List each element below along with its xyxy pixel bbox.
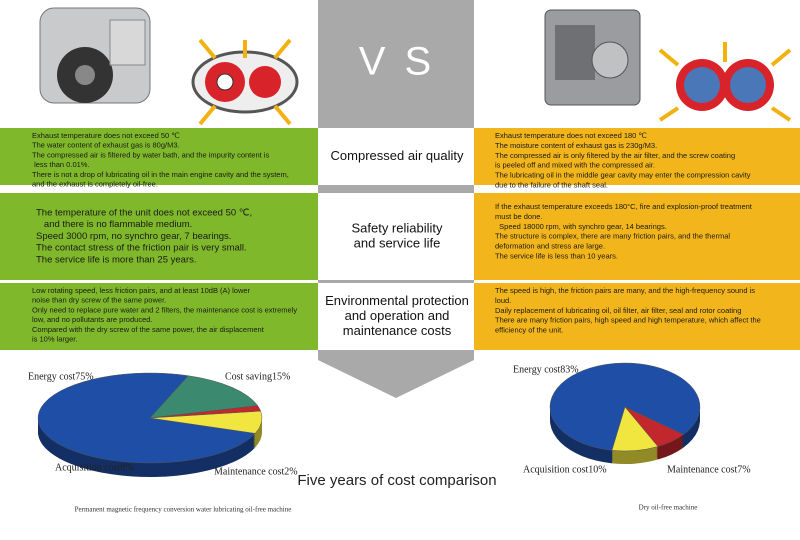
- right-text: If the exhaust temperature exceeds 180°C…: [495, 202, 753, 211]
- center-panel: [318, 283, 474, 350]
- left-text: and the exhaust is completely oil-free.: [32, 179, 158, 188]
- center-label: and service life: [354, 235, 441, 250]
- right-panel: [474, 283, 800, 350]
- right-text: There are many friction pairs, high spee…: [495, 316, 761, 325]
- left-text: The water content of exhaust gas is 80g/…: [32, 141, 180, 150]
- caption: Dry oil-free machine: [639, 504, 698, 512]
- pie-slice: [149, 375, 259, 419]
- left-text: Low rotating speed, less friction pairs,…: [32, 286, 251, 295]
- caption: Permanent magnetic frequency conversion …: [75, 506, 292, 514]
- left-text: less than 0.01%.: [32, 160, 90, 169]
- right-text: Exhaust temperature does not exceed 180 …: [495, 131, 647, 140]
- center-label: Compressed air quality: [331, 148, 464, 163]
- left-text: The compressed air is filtered by water …: [32, 150, 269, 159]
- right-panel: [474, 128, 800, 185]
- left-text: Speed 3000 rpm, no synchro gear, 7 beari…: [36, 231, 231, 242]
- left-text: Only need to replace pure water and 2 fi…: [32, 305, 297, 314]
- left-text: The temperature of the unit does not exc…: [36, 208, 252, 219]
- pie-slice: [149, 410, 263, 434]
- right-text: The structure is complex, there are many…: [495, 232, 730, 241]
- left-machine: [39, 7, 151, 104]
- left-text: The contact stress of the friction pair …: [36, 243, 247, 254]
- center-label: Safety reliability: [351, 220, 443, 235]
- pie-slice: [611, 406, 659, 452]
- left-text: Exhaust temperature does not exceed 50 ℃: [32, 131, 180, 140]
- right-rotor-diagram: [658, 42, 792, 122]
- left-text: low, and no pollutants are produced.: [32, 315, 153, 324]
- center-label: Environmental protection: [325, 293, 469, 308]
- pie-label: Acquisition cost8%: [55, 462, 134, 473]
- right-text: due to the failure of the shaft seal.: [495, 180, 608, 189]
- right-text: Daily replacement of lubricating oil, oi…: [495, 306, 741, 315]
- left-text: The service life is more than 25 years.: [36, 254, 197, 265]
- left-text: There is not a drop of lubricating oil i…: [32, 170, 289, 179]
- right-text: The moisture content of exhaust gas is 2…: [495, 141, 657, 150]
- center-label: and operation and: [345, 308, 450, 323]
- left-panel: [0, 193, 318, 280]
- right-text: The speed is high, the friction pairs ar…: [495, 286, 755, 295]
- left-text: and there is no flammable medium.: [36, 219, 192, 230]
- center-panel: [318, 193, 474, 280]
- right-panel: [474, 193, 800, 280]
- pie-label: Energy cost75%: [28, 371, 94, 382]
- center-panel: [318, 128, 474, 185]
- pie-label: Maintenance cost7%: [667, 464, 751, 475]
- right-text: The compressed air is only filtered by t…: [495, 151, 735, 160]
- left-text: is 10% larger.: [32, 334, 77, 343]
- right-text: efficiency of the unit.: [495, 326, 563, 335]
- right-machine: [544, 9, 641, 106]
- left-panel: [0, 128, 318, 185]
- right-text: deformation and stress are large.: [495, 242, 605, 251]
- right-text: The service life is less than 10 years.: [495, 251, 618, 260]
- left-text: Compared with the dry screw of the same …: [32, 325, 265, 334]
- right-text: The lubricating oil in the middle gear c…: [495, 171, 751, 180]
- pie-label: Energy cost83%: [513, 364, 579, 375]
- left-rotor-diagram: [191, 38, 299, 126]
- left-panel: [0, 283, 318, 350]
- center-label: maintenance costs: [343, 323, 452, 338]
- right-text: Speed 18000 rpm, with synchro gear, 14 b…: [495, 222, 667, 231]
- left-text: noise than dry screw of the same power.: [32, 296, 166, 305]
- pie-label: Acquisition cost10%: [523, 464, 607, 475]
- right-text: is peeled off and mixed with the compres…: [495, 161, 655, 170]
- right-text: loud.: [495, 296, 511, 305]
- vs-text: V S: [359, 40, 435, 84]
- comparison-title: Five years of cost comparison: [297, 472, 496, 489]
- pie-label: Maintenance cost2%: [214, 466, 298, 477]
- right-text: must be done.: [495, 212, 543, 221]
- pie-label: Cost saving15%: [225, 371, 290, 382]
- pie-slice: [37, 372, 256, 464]
